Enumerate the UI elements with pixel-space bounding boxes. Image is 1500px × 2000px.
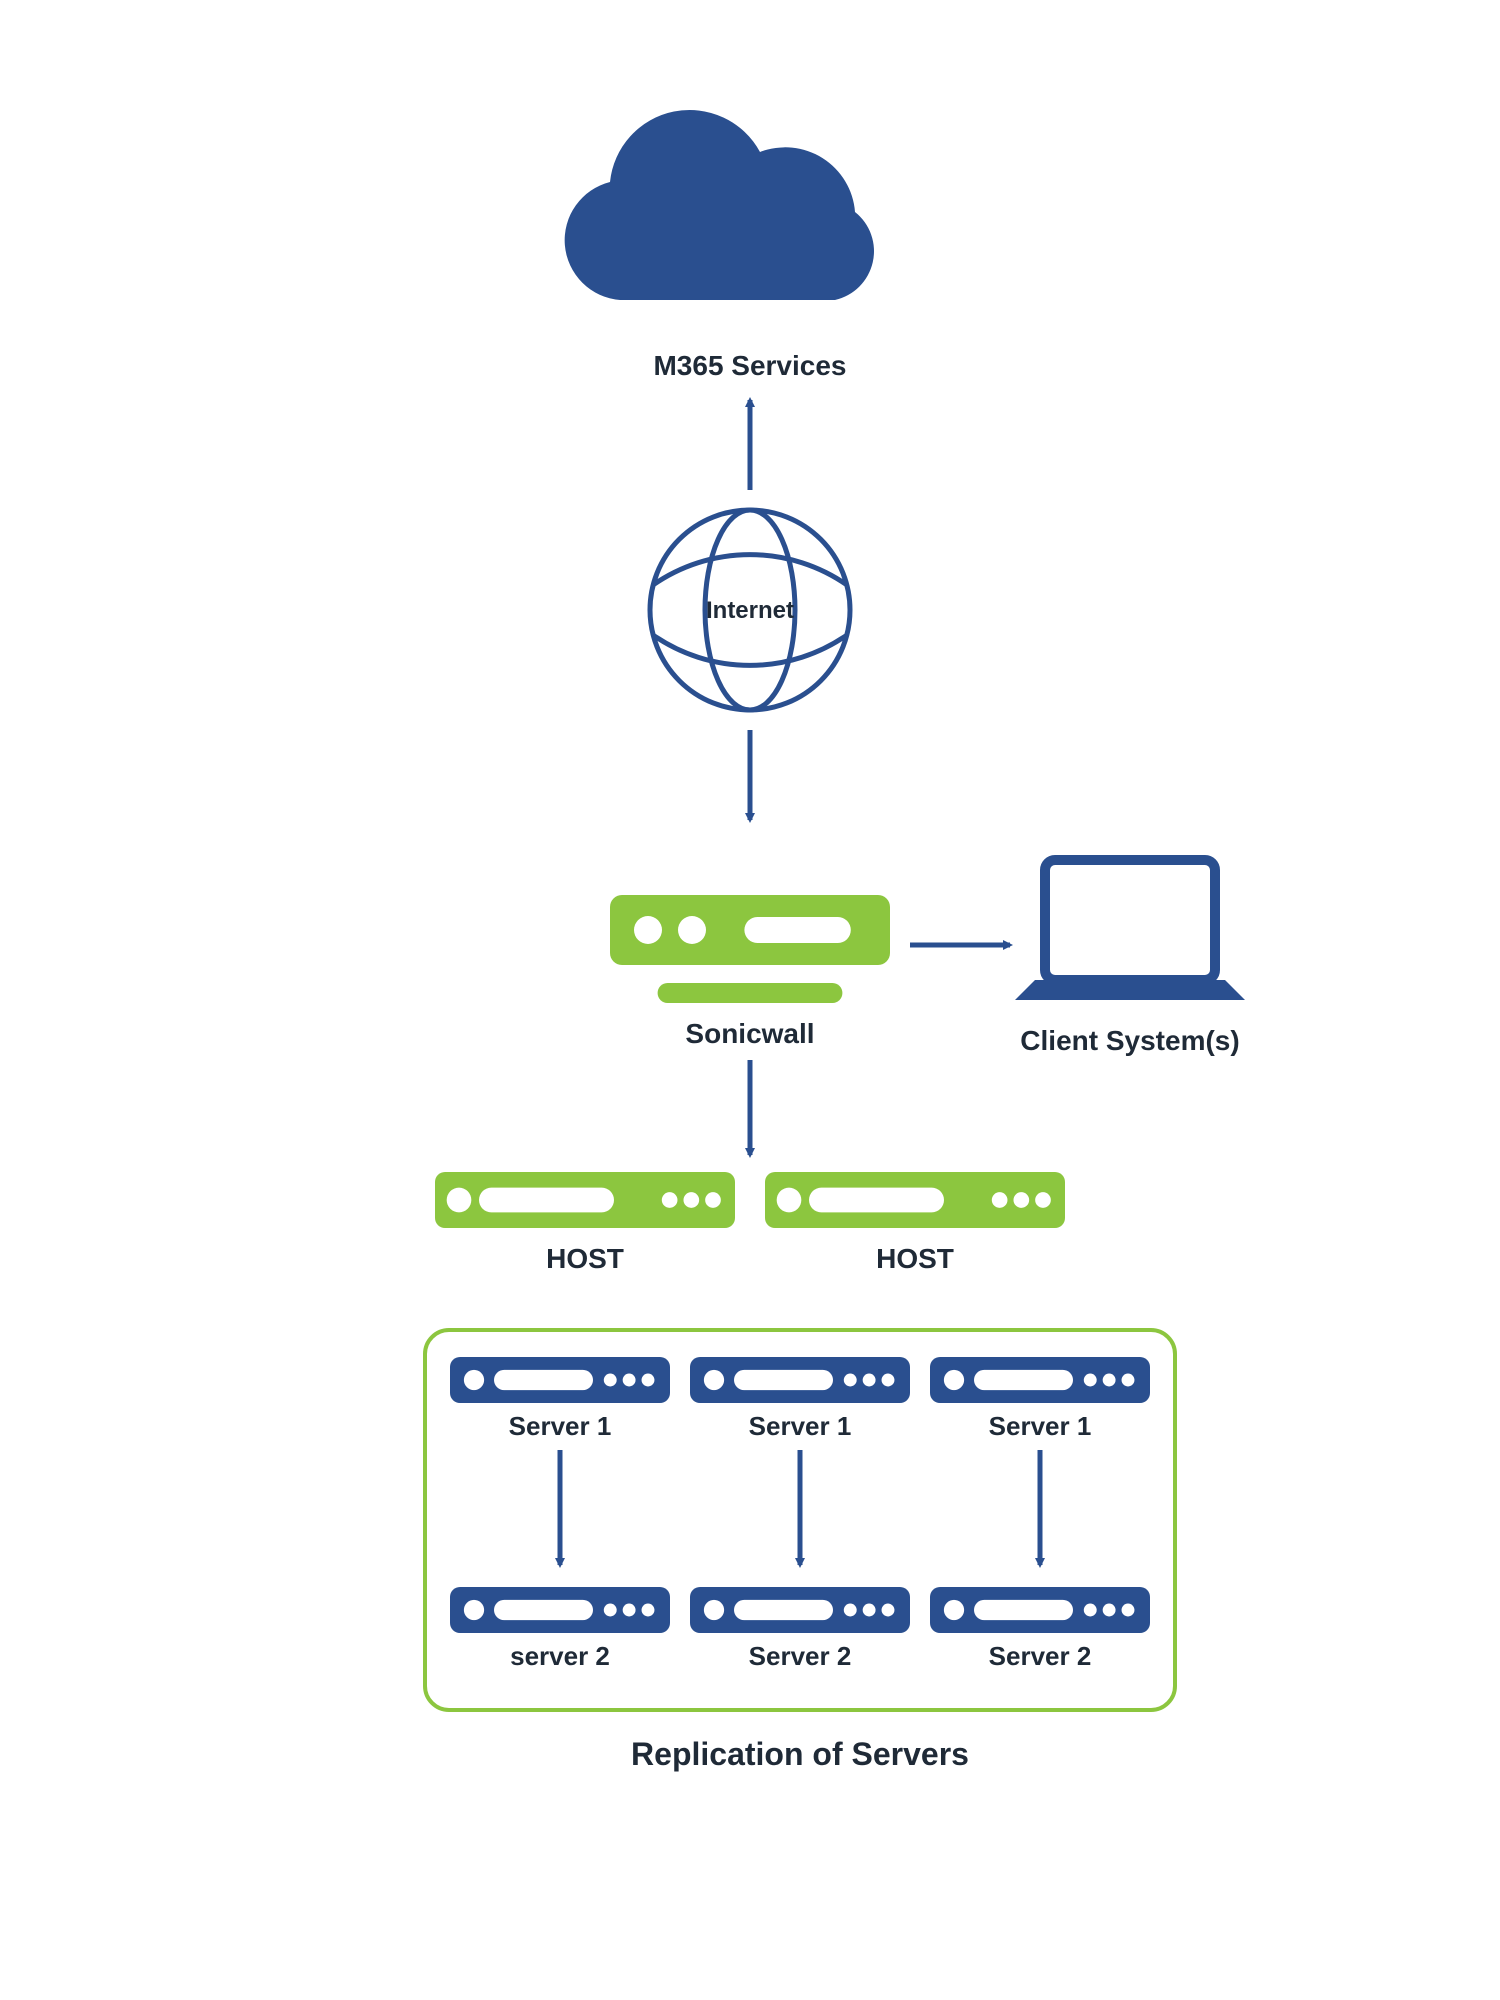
server-label: Server 1: [989, 1411, 1092, 1441]
host-label: HOST: [876, 1243, 954, 1274]
host-icon: [435, 1172, 735, 1228]
server-icon: [450, 1587, 670, 1633]
cloud-label: M365 Services: [653, 350, 846, 381]
server-icon: [690, 1587, 910, 1633]
server-label: Server 2: [749, 1641, 852, 1671]
host-icon: [765, 1172, 1065, 1228]
globe-label: Internet: [706, 597, 794, 624]
server-icon: [690, 1357, 910, 1403]
server-label: server 2: [510, 1641, 610, 1671]
laptop-icon: [1015, 860, 1245, 1000]
firewall-icon: [610, 895, 890, 1003]
server-icon: [930, 1587, 1150, 1633]
network-diagram: M365 Services Internet Sonicwall Client Sys…: [0, 0, 1500, 2000]
server-label: Server 2: [989, 1641, 1092, 1671]
cloud-icon: [565, 110, 874, 300]
server-icon: [930, 1357, 1150, 1403]
client-label: Client System(s): [1020, 1025, 1239, 1056]
server-label: Server 1: [749, 1411, 852, 1441]
firewall-label: Sonicwall: [685, 1018, 814, 1049]
replication-label: Replication of Servers: [631, 1736, 969, 1772]
server-label: Server 1: [509, 1411, 612, 1441]
server-icon: [450, 1357, 670, 1403]
host-label: HOST: [546, 1243, 624, 1274]
